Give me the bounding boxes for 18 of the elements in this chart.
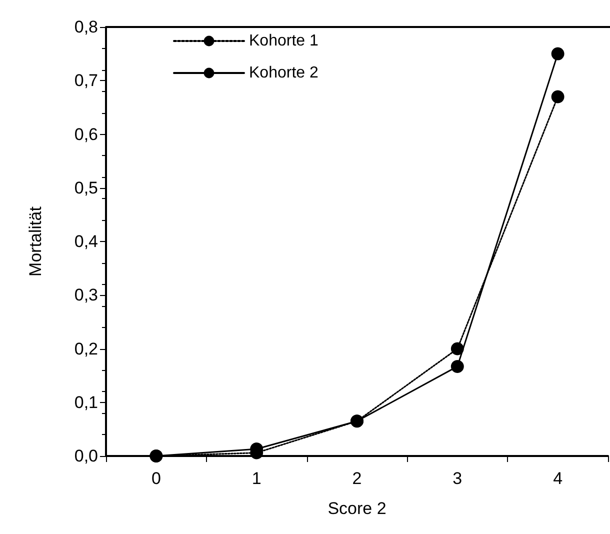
y-tick-label: 0,3 <box>74 286 98 305</box>
legend-label: Kohorte 2 <box>249 64 318 82</box>
y-tick-label: 0,5 <box>74 178 98 198</box>
x-tick-label: 2 <box>352 469 362 488</box>
y-tick-label: 0,0 <box>74 446 98 466</box>
x-tick-label: 1 <box>252 469 262 488</box>
y-tick-label: 0,2 <box>74 339 98 358</box>
x-tick-label: 0 <box>151 469 161 488</box>
x-axis-title: Score 2 <box>328 499 386 518</box>
x-tick-label: 4 <box>553 469 563 488</box>
y-tick-label: 0,7 <box>74 71 98 90</box>
legend-label: Kohorte 1 <box>249 32 318 50</box>
y-tick-label: 0,6 <box>74 124 98 144</box>
x-tick-label: 3 <box>452 469 462 488</box>
y-axis-title: Mortalität <box>26 206 45 276</box>
y-tick-label: 0,1 <box>74 392 98 412</box>
y-tick-label: 0,8 <box>74 18 98 36</box>
y-tick-label: 0,4 <box>74 232 98 251</box>
